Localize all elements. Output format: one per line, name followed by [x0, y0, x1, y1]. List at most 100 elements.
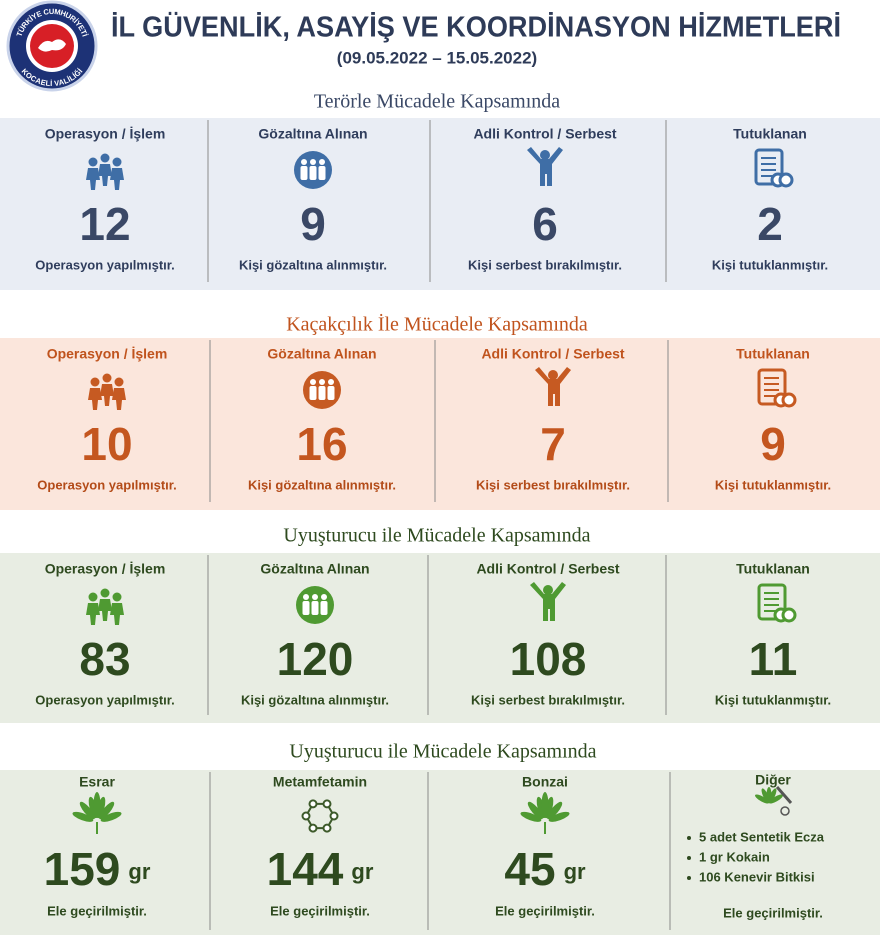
icon-part: [114, 377, 124, 387]
section: Kaçakçılık İle Mücadele Kapsamında Operas…: [0, 313, 880, 510]
stat-cell: Adli Kontrol / Serbest 108 Kişi serbest bı…: [471, 561, 625, 708]
cell-caption: Kişi serbest bırakılmıştır.: [476, 477, 630, 492]
icon-part: [319, 159, 325, 165]
cell-label: Tutuklanan: [736, 346, 810, 362]
cell-unit: gr: [351, 859, 373, 884]
stat-cell: Operasyon / İşlem 10 Operasyon yapılmıştır…: [37, 346, 176, 493]
icon-part: [86, 603, 100, 625]
cell-number: 11: [749, 633, 798, 685]
icon-part: [301, 811, 311, 821]
cell-label: Esrar: [79, 774, 115, 790]
icon-part: [110, 168, 124, 190]
icon-part: [527, 801, 543, 820]
icon-part: [781, 392, 797, 408]
cell-label: Tutuklanan: [733, 126, 807, 142]
icon-part: [300, 166, 308, 180]
cell-caption: Ele geçirilmiştir.: [270, 903, 370, 918]
icon-part: [309, 386, 317, 400]
cell-number: 120: [277, 633, 354, 685]
cell-number: 2: [757, 198, 783, 250]
cell-caption: Kişi tutuklanmıştır.: [715, 477, 831, 492]
cell-caption: Kişi gözaltına alınmıştır.: [239, 257, 387, 272]
cell-unit: gr: [564, 859, 586, 884]
icon-part: [755, 794, 770, 804]
icon-part: [100, 153, 110, 163]
icon-part: [328, 379, 334, 385]
icon-part: [312, 594, 318, 600]
cell-number: 7: [540, 418, 566, 470]
cell-caption: Operasyon yapılmıştır.: [37, 477, 176, 492]
icon-part: [768, 788, 777, 804]
icon-part: [88, 592, 98, 602]
other-cell: Diğer 5 adet Sentetik Ecza 1 gr Kokain 106 …: [687, 772, 825, 920]
bullet: [687, 876, 691, 880]
cell-number: 45: [504, 843, 555, 895]
cell-number: 16: [296, 418, 347, 470]
icon-part: [102, 373, 112, 383]
icon-part: [309, 166, 317, 180]
icon-part: [303, 594, 309, 600]
icon-part: [540, 150, 550, 160]
cell-label: Operasyon / İşlem: [45, 561, 166, 577]
cell-caption: Kişi gözaltına alınmıştır.: [241, 692, 389, 707]
stat-cell: Operasyon / İşlem 83 Operasyon yapılmıştır…: [35, 561, 174, 708]
cell-label: Operasyon / İşlem: [47, 346, 168, 362]
stat-cell: Adli Kontrol / Serbest 6 Kişi serbest bıra…: [468, 126, 622, 273]
cell-label: Bonzai: [522, 774, 568, 790]
stat-cell: Tutuklanan 9 Kişi tutuklanmıştır.: [715, 346, 831, 493]
section: Uyuşturucu ile Mücadele Kapsamında Operas…: [0, 525, 880, 723]
other-item: 1 gr Kokain: [699, 849, 770, 864]
cell-caption: Operasyon yapılmıştır.: [35, 692, 174, 707]
icon-part: [780, 806, 790, 816]
stat-cell: Gözaltına Alınan 16 Kişi gözaltına alınmış…: [248, 346, 396, 493]
icon-part: [321, 594, 327, 600]
section-title: Kaçakçılık İle Mücadele Kapsamında: [286, 313, 588, 336]
drug-cell: Esrar 159 gr Ele geçirilmiştir.: [44, 774, 151, 919]
icon-part: [90, 377, 100, 387]
icon-part: [79, 801, 95, 820]
drug-cell: Bonzai 45 gr Ele geçirilmiştir.: [495, 774, 595, 919]
stat-cell: Tutuklanan 2 Kişi tutuklanmıştır.: [712, 126, 828, 273]
icon-part: [530, 582, 566, 621]
icon-part: [112, 157, 122, 167]
cell-amount: 159 gr: [44, 843, 151, 895]
cell-number: 6: [532, 198, 558, 250]
page-title: İL GÜVENLİK, ASAYİŞ VE KOORDİNASYON HİZM…: [111, 11, 841, 44]
icon-part: [100, 588, 110, 598]
icon-part: [319, 379, 325, 385]
stat-cell: Tutuklanan 11 Kişi tutuklanmıştır.: [715, 561, 831, 708]
icon-part: [318, 386, 326, 400]
icon-part: [311, 601, 319, 615]
icon-part: [754, 148, 784, 186]
stat-cell: Gözaltına Alınan 120 Kişi gözaltına alınmı…: [241, 561, 389, 708]
icon-part: [527, 147, 563, 186]
icon-part: [318, 166, 326, 180]
cell-caption: Kişi gözaltına alınmıştır.: [248, 477, 396, 492]
cell-caption: Ele geçirilmiştir.: [723, 905, 823, 920]
cell-unit: gr: [128, 859, 150, 884]
icon-part: [72, 811, 94, 822]
section-panel: [0, 553, 880, 723]
icon-part: [547, 801, 563, 820]
icon-part: [541, 792, 549, 818]
cell-caption: Operasyon yapılmıştır.: [35, 257, 174, 272]
section-title: Uyuşturucu ile Mücadele Kapsamında: [289, 741, 596, 763]
cell-number: 9: [300, 198, 326, 250]
cell-caption: Kişi tutuklanmıştır.: [715, 692, 831, 707]
cell-caption: Kişi tutuklanmıştır.: [712, 257, 828, 272]
icon-part: [100, 811, 122, 822]
section-panel: [0, 770, 880, 935]
icon-part: [88, 388, 102, 410]
cell-label: Metamfetamin: [273, 774, 367, 790]
icon-part: [301, 159, 307, 165]
cell-caption: Ele geçirilmiştir.: [495, 903, 595, 918]
cell-caption: Ele geçirilmiştir.: [47, 903, 147, 918]
icon-part: [757, 368, 787, 406]
stat-cell: Operasyon / İşlem 12 Operasyon yapılmıştır…: [35, 126, 174, 273]
icon-part: [98, 164, 112, 186]
cell-label: Diğer: [755, 772, 791, 788]
icon-part: [99, 801, 115, 820]
icon-part: [543, 585, 553, 595]
cell-caption: Kişi serbest bırakılmıştır.: [468, 257, 622, 272]
icon-part: [768, 794, 783, 804]
